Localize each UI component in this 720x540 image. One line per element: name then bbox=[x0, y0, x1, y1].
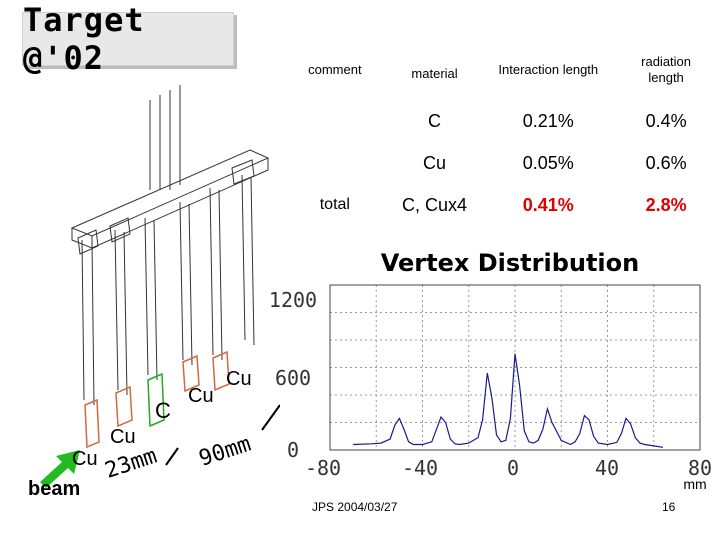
target-frames bbox=[84, 350, 230, 449]
cell-interaction: 0.21% bbox=[522, 110, 574, 131]
target-diagram bbox=[40, 85, 280, 488]
cu-frame-4 bbox=[212, 350, 230, 392]
x-tick-label: 40 bbox=[595, 456, 619, 480]
vertex-chart: Vertex Distribution 1200 600 0 -80 -40 0… bbox=[269, 249, 712, 490]
x-unit-label: mm bbox=[683, 476, 706, 490]
header-radiation: radiation length bbox=[641, 54, 692, 85]
cell-interaction: 0.41% bbox=[522, 194, 574, 215]
header-comment: comment bbox=[308, 62, 362, 77]
plot-frame bbox=[329, 284, 701, 451]
chart-title: Vertex Distribution bbox=[381, 249, 639, 277]
slide-title-text: Target @'02 bbox=[23, 1, 145, 77]
cell-interaction: 0.05% bbox=[522, 152, 574, 173]
cell-material: C, Cux4 bbox=[402, 194, 468, 215]
y-tick-label: 0 bbox=[287, 438, 299, 462]
x-tick-label: 80 bbox=[688, 456, 712, 480]
beam-arrow-icon bbox=[40, 450, 80, 488]
cell-comment: total bbox=[319, 196, 350, 213]
page-number: 16 bbox=[662, 500, 676, 514]
header-material: material bbox=[411, 66, 458, 81]
cu-label-2: Cu bbox=[110, 426, 136, 448]
cu-label-3: Cu bbox=[188, 385, 214, 407]
c-frame bbox=[147, 372, 165, 428]
y-tick-label: 600 bbox=[275, 366, 311, 390]
cu-label-1: Cu bbox=[72, 448, 98, 470]
y-ticks: 1200 600 0 bbox=[269, 288, 317, 462]
cell-material: C bbox=[428, 110, 442, 131]
beam-label-text: beam bbox=[28, 478, 81, 500]
x-ticks: -80 -40 0 40 80 bbox=[305, 456, 712, 480]
cu-label-4: Cu bbox=[226, 368, 252, 390]
frame-structure bbox=[70, 85, 270, 406]
y-tick-label: 1200 bbox=[269, 288, 317, 312]
cell-radiation: 2.8% bbox=[645, 194, 687, 215]
cell-material: Cu bbox=[423, 152, 447, 173]
distance-marks bbox=[165, 404, 280, 466]
x-tick-label: -80 bbox=[305, 456, 341, 480]
table-row: C 0.21% 0.4% bbox=[285, 100, 720, 142]
vertex-series-line bbox=[353, 353, 664, 448]
footer-date: JPS 2004/03/27 bbox=[312, 500, 398, 514]
cu-frame-2 bbox=[115, 385, 133, 428]
table-row-total: total C, Cux4 0.41% 2.8% bbox=[285, 184, 720, 226]
cell-comment bbox=[285, 142, 385, 184]
table-header-row: comment material Interaction length radi… bbox=[285, 40, 720, 100]
x-tick-label: 0 bbox=[507, 456, 519, 480]
header-interaction: Interaction length bbox=[498, 62, 599, 77]
cu-frame-3 bbox=[182, 354, 200, 393]
material-table: comment material Interaction length radi… bbox=[285, 40, 720, 226]
slide-title: Target @'02 bbox=[22, 1, 234, 77]
cell-radiation: 0.4% bbox=[645, 110, 687, 131]
c-label: C bbox=[155, 398, 171, 423]
cu-frame-1 bbox=[84, 398, 100, 449]
x-tick-label: -40 bbox=[402, 456, 438, 480]
chart-grid bbox=[330, 285, 700, 450]
cell-comment bbox=[285, 100, 385, 142]
table-row: Cu 0.05% 0.6% bbox=[285, 142, 720, 184]
cell-radiation: 0.6% bbox=[645, 152, 687, 173]
